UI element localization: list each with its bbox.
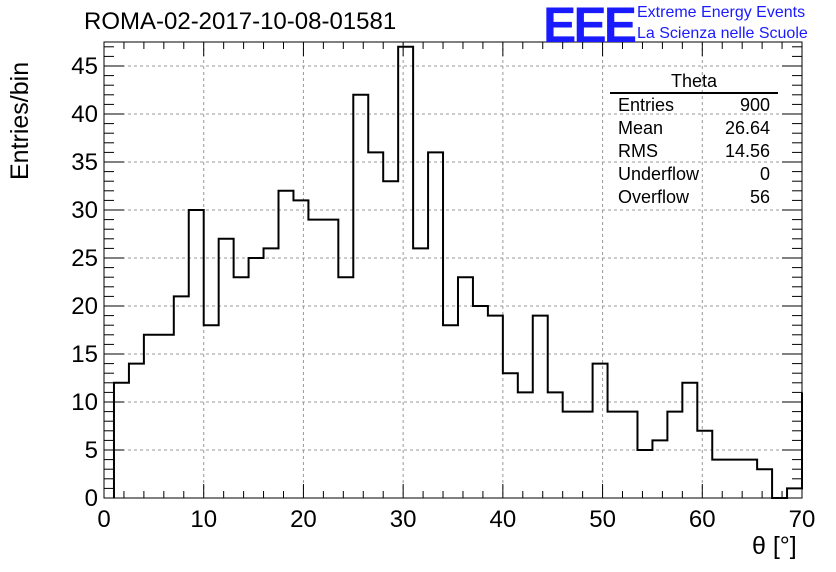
tick-labels: 0 10 20 30 40 50 60 70 0 5 10 15 20 25 30 35 40 45 [71, 53, 815, 533]
stats-value: 14.56 [724, 141, 770, 161]
plot-frame [103, 41, 803, 499]
stats-row-overflow: Overflow 56 [610, 186, 778, 209]
x-tick-label: 50 [589, 506, 616, 533]
stats-label: Overflow [618, 187, 690, 207]
x-tick-label: 0 [97, 506, 110, 533]
x-tick-label: 60 [689, 506, 716, 533]
y-tick-label: 45 [71, 53, 98, 80]
y-tick-label: 15 [71, 341, 98, 368]
y-tick-label: 0 [85, 485, 98, 512]
chart-title: ROMA-02-2017-10-08-01581 [84, 8, 397, 35]
axis-ticks [103, 42, 803, 499]
stats-value: 56 [749, 187, 770, 207]
stats-value: 26.64 [724, 118, 770, 138]
eee-logo: EEE [543, 0, 637, 53]
logo-caption: Extreme Energy Events La Scienza nelle S… [637, 2, 808, 44]
stats-value: 900 [739, 95, 770, 115]
grid-lines [104, 42, 802, 498]
y-axis-label: Entries/bin [6, 61, 34, 180]
stats-row-mean: Mean 26.64 [610, 117, 778, 140]
stats-row-rms: RMS 14.56 [610, 140, 778, 163]
y-tick-label: 25 [71, 245, 98, 272]
x-axis-label: θ [°] [752, 532, 797, 560]
stats-row-underflow: Underflow 0 [610, 163, 778, 186]
x-tick-label: 20 [290, 506, 317, 533]
stats-row-entries: Entries 900 [610, 94, 778, 117]
y-tick-label: 10 [71, 389, 98, 416]
y-tick-label: 30 [71, 197, 98, 224]
x-tick-label: 10 [190, 506, 217, 533]
stats-title: Theta [610, 72, 778, 94]
stats-label: Entries [618, 95, 675, 115]
y-tick-label: 5 [85, 437, 98, 464]
stats-label: RMS [618, 141, 658, 161]
stats-label: Underflow [618, 164, 700, 184]
histogram-line [112, 45, 803, 499]
stats-value: 0 [759, 164, 770, 184]
logo-line-2: La Scienza nelle Scuole [637, 25, 808, 42]
y-tick-label: 40 [71, 101, 98, 128]
x-tick-label: 70 [789, 506, 816, 533]
y-tick-label: 20 [71, 293, 98, 320]
x-tick-label: 40 [490, 506, 517, 533]
logo-line-1: Extreme Energy Events [637, 4, 806, 21]
stats-box: Theta Entries 900 Mean 26.64 RMS 14.56 U… [610, 72, 778, 209]
stats-label: Mean [618, 118, 664, 138]
x-tick-label: 30 [390, 506, 417, 533]
y-tick-label: 35 [71, 149, 98, 176]
